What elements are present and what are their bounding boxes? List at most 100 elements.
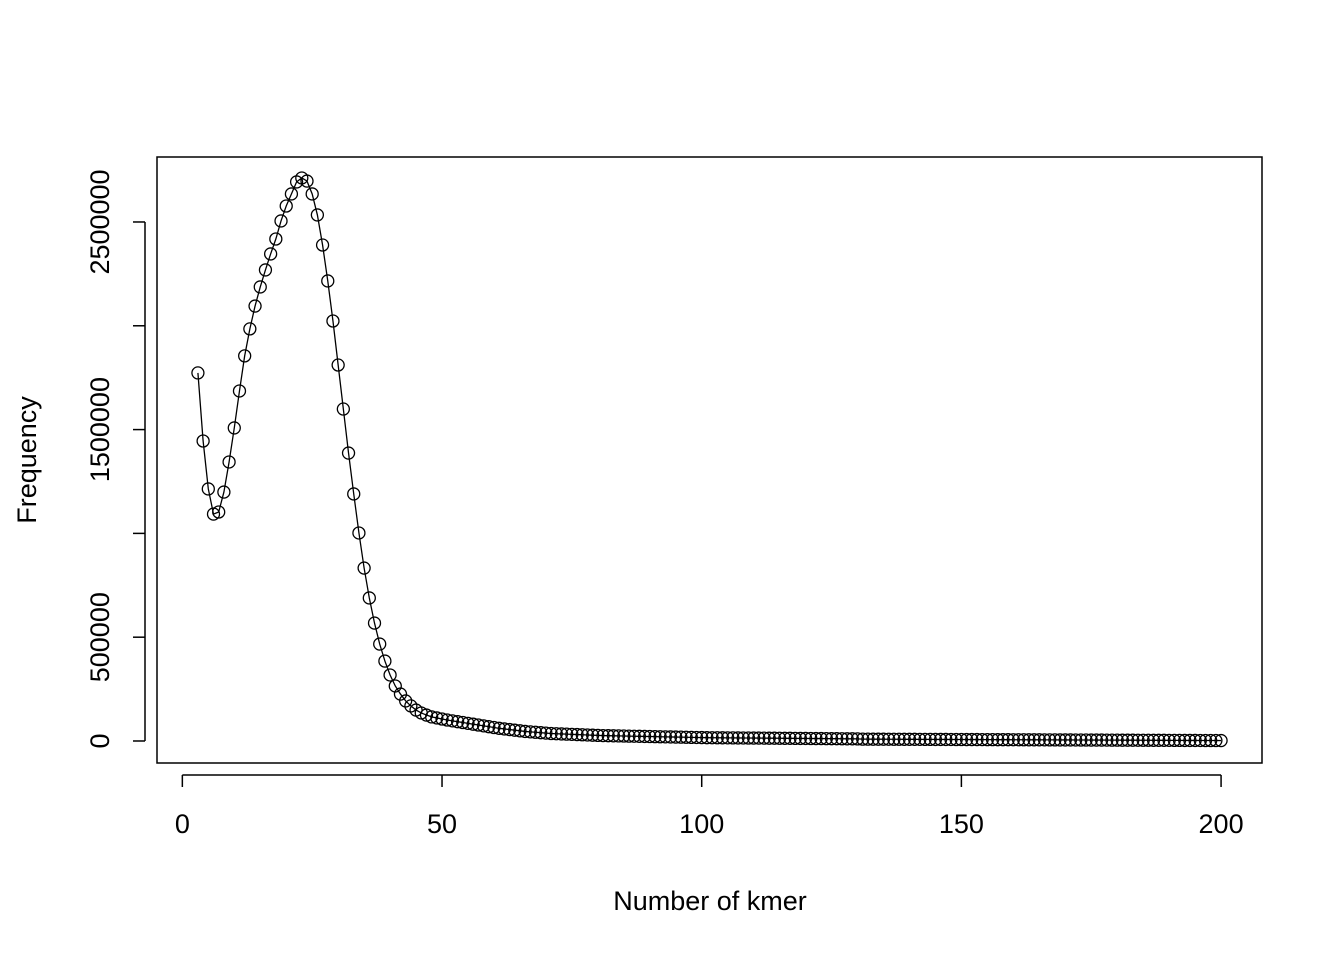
data-point	[1022, 733, 1036, 747]
data-point	[741, 731, 756, 745]
data-point	[476, 719, 491, 733]
data-point	[684, 730, 698, 745]
plot-frame	[156, 156, 1263, 764]
data-point	[1115, 733, 1130, 747]
data-point	[606, 729, 621, 743]
data-point	[1100, 733, 1114, 747]
data-point	[850, 732, 865, 746]
data-point	[450, 715, 465, 729]
data-point	[440, 713, 454, 727]
data-point	[721, 731, 735, 745]
data-point	[736, 731, 750, 745]
data-point	[373, 637, 387, 651]
data-point	[1069, 733, 1083, 747]
data-point	[1084, 733, 1098, 747]
data-point	[1058, 733, 1072, 747]
data-point	[778, 731, 792, 745]
data-point	[1167, 733, 1181, 748]
data-point	[445, 714, 460, 728]
data-point	[814, 731, 828, 746]
data-point	[809, 731, 823, 746]
data-point	[830, 732, 844, 746]
data-point	[227, 421, 241, 435]
data-point	[523, 725, 537, 739]
data-point	[762, 731, 776, 745]
data-point	[767, 731, 782, 745]
data-point	[596, 728, 610, 743]
data-point	[253, 280, 267, 294]
data-point	[435, 712, 449, 726]
data-point	[575, 728, 589, 742]
data-point	[996, 733, 1010, 747]
data-point	[1001, 733, 1015, 747]
data-point	[539, 726, 553, 740]
x-tick-label: 50	[427, 809, 457, 839]
data-point	[928, 732, 943, 747]
data-point	[726, 731, 740, 745]
data-point	[212, 505, 226, 519]
data-point	[658, 730, 673, 744]
data-point	[461, 716, 475, 730]
data-point	[637, 729, 652, 744]
data-point	[980, 732, 995, 747]
data-point	[362, 591, 376, 605]
data-point	[1105, 733, 1119, 747]
data-point	[492, 721, 506, 735]
data-point	[902, 732, 917, 746]
data-point	[399, 694, 413, 708]
data-point	[731, 731, 745, 745]
y-tick-label: 1500000	[85, 377, 115, 482]
data-point	[549, 727, 563, 741]
data-point	[456, 715, 470, 730]
data-point	[1017, 733, 1031, 747]
data-point	[1089, 733, 1104, 747]
data-point	[991, 733, 1005, 747]
data-point	[424, 710, 439, 724]
data-point	[752, 731, 766, 745]
data-point	[772, 731, 787, 745]
data-point	[601, 729, 615, 743]
data-point	[341, 446, 356, 460]
data-point	[819, 731, 834, 746]
data-point	[622, 729, 636, 743]
data-point	[367, 616, 382, 630]
data-point	[949, 732, 963, 747]
data-point	[274, 214, 288, 228]
data-point	[1152, 733, 1166, 747]
data-point	[944, 732, 958, 747]
data-point	[591, 728, 605, 743]
data-point	[466, 717, 480, 731]
data-point	[1141, 733, 1156, 747]
data-point	[1006, 733, 1020, 747]
y-tick-label: 0	[85, 733, 115, 748]
data-point	[471, 718, 486, 732]
data-point	[300, 174, 314, 188]
data-point	[383, 668, 397, 682]
data-point	[632, 729, 647, 743]
data-point	[845, 732, 859, 746]
data-point	[357, 561, 371, 575]
y-axis-label: Frequency	[12, 396, 42, 524]
data-point	[715, 731, 730, 745]
data-point	[1110, 733, 1124, 747]
data-point	[783, 731, 797, 745]
data-point	[217, 485, 231, 499]
data-point	[965, 732, 979, 747]
data-point	[560, 727, 574, 741]
x-tick-label: 0	[175, 809, 190, 839]
data-point	[513, 724, 527, 738]
data-line	[197, 177, 1222, 742]
data-point	[331, 358, 345, 372]
data-point	[238, 349, 252, 363]
data-point	[1183, 733, 1197, 748]
data-point	[653, 730, 667, 744]
data-point	[611, 729, 626, 743]
data-point	[907, 732, 922, 746]
data-point	[1074, 733, 1088, 747]
data-point	[326, 314, 340, 328]
data-point	[321, 274, 335, 288]
data-point	[710, 731, 724, 745]
data-point	[305, 187, 319, 201]
data-point	[1157, 733, 1171, 747]
